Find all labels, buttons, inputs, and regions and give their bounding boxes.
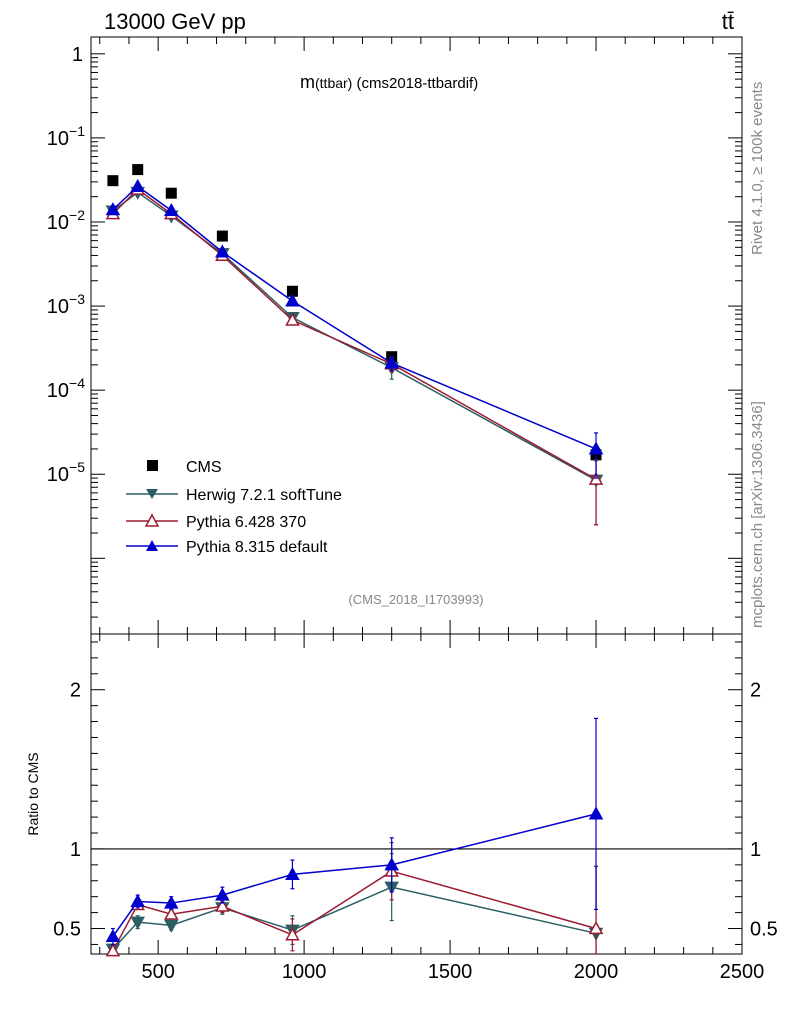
main-ytick-base: 10 bbox=[47, 296, 69, 318]
ratio-ylabel: Ratio to CMS bbox=[25, 752, 41, 835]
series-pythia8 bbox=[105, 178, 604, 479]
ratio-point-pythia6 bbox=[164, 906, 179, 920]
series-cms bbox=[107, 164, 602, 461]
point-pythia8 bbox=[384, 355, 399, 369]
title-sub: (ttbar) bbox=[315, 75, 352, 91]
point-pythia8 bbox=[285, 293, 300, 307]
legend-label-herwig: Herwig 7.2.1 softTune bbox=[186, 487, 342, 504]
point-cms bbox=[286, 285, 298, 297]
ratio-point-pythia8 bbox=[384, 857, 399, 871]
ratio-point-pythia8 bbox=[285, 866, 300, 880]
main-ytick-label: 10−2 bbox=[47, 207, 85, 234]
rivet-label: Rivet 4.1.0, ≥ 100k events bbox=[749, 82, 766, 255]
ratio-point-pythia8 bbox=[588, 806, 604, 820]
header-left: 13000 GeV pp bbox=[104, 9, 246, 34]
point-pythia8 bbox=[105, 202, 121, 216]
ratio-point-pythia6 bbox=[215, 898, 230, 912]
mcplots-label: mcplots.cern.ch [arXiv:1306.3436] bbox=[749, 401, 766, 628]
ratio-panel-frame bbox=[90, 633, 743, 955]
main-ytick-label: 10−3 bbox=[47, 291, 85, 318]
ratio-ytick-label-right: 0.5 bbox=[750, 919, 778, 941]
ratio-line-herwig bbox=[112, 886, 597, 950]
ratio-point-pythia8 bbox=[130, 893, 145, 908]
point-cms bbox=[132, 164, 144, 176]
legend-marker-pythia8 bbox=[146, 540, 158, 551]
point-cms bbox=[165, 187, 177, 199]
legend-marker-herwig bbox=[146, 489, 158, 499]
point-cms bbox=[216, 230, 228, 242]
series-herwig bbox=[105, 186, 604, 526]
legend-marker-cms bbox=[147, 460, 158, 471]
ratio-ytick-label-right: 2 bbox=[750, 680, 761, 702]
point-pythia8 bbox=[215, 244, 230, 258]
legend-marker-pythia6 bbox=[144, 513, 160, 527]
point-pythia8 bbox=[164, 202, 179, 217]
legend-label-pythia6: Pythia 6.428 370 bbox=[186, 514, 306, 531]
ratio-series-group bbox=[105, 717, 604, 957]
ratio-point-pythia8 bbox=[215, 887, 230, 901]
point-pythia6 bbox=[285, 312, 300, 326]
point-pythia8 bbox=[130, 178, 145, 192]
point-pythia6 bbox=[588, 471, 604, 485]
ratio-line-pythia8 bbox=[112, 813, 597, 937]
ratio-xtick-label: 1500 bbox=[428, 961, 473, 983]
ratio-ytick-label-right: 1 bbox=[750, 839, 761, 861]
main-title: m(ttbar) (cms2018-ttbardif) bbox=[300, 72, 478, 92]
main-series-group bbox=[105, 164, 604, 526]
line-pythia6 bbox=[112, 188, 597, 480]
ratio-xtick-label: 1000 bbox=[282, 961, 327, 983]
ratio-line-pythia6 bbox=[112, 870, 597, 952]
ratio-point-pythia6 bbox=[105, 943, 121, 957]
title-rest: (cms2018-ttbardif) bbox=[352, 75, 478, 92]
main-ytick-exp: −4 bbox=[69, 375, 85, 391]
main-ytick-exp: −3 bbox=[69, 291, 85, 307]
ratio-ytick-label-left: 2 bbox=[70, 680, 81, 702]
main-ytick-base: 10 bbox=[47, 128, 69, 150]
ratio-xtick-label: 2000 bbox=[574, 961, 619, 983]
header-right: tt̄ bbox=[722, 9, 734, 34]
ratio-point-herwig bbox=[164, 919, 179, 933]
ratio-axis-ticks: 0.5 0.51 12 2500 1000 1500 2000 2500 bbox=[53, 634, 778, 983]
main-ytick-label: 10−4 bbox=[47, 375, 85, 402]
main-ytick-base: 10 bbox=[47, 380, 69, 402]
point-pythia8 bbox=[588, 441, 604, 455]
ratio-point-herwig bbox=[130, 916, 145, 930]
main-ytick-exp: −2 bbox=[69, 207, 85, 223]
main-axis-ticks: 110−110−210−310−410−5 bbox=[47, 37, 743, 634]
main-ytick-base: 10 bbox=[47, 212, 69, 234]
ratio-series-pythia6 bbox=[105, 841, 604, 957]
point-cms bbox=[107, 175, 119, 187]
ratio-point-pythia6 bbox=[285, 927, 300, 941]
main-ytick-label: 10−1 bbox=[47, 123, 85, 150]
ratio-series-pythia8 bbox=[105, 717, 604, 946]
main-ytick-label: 10−5 bbox=[47, 459, 85, 486]
main-ytick-exp: −5 bbox=[69, 459, 85, 475]
title-main: m bbox=[300, 72, 315, 92]
watermark: (CMS_2018_I1703993) bbox=[348, 592, 483, 607]
ratio-xtick-label: 2500 bbox=[720, 961, 765, 983]
legend: CMS Herwig 7.2.1 softTune Pythia 6.428 3… bbox=[126, 459, 342, 556]
series-pythia6 bbox=[105, 181, 604, 526]
line-herwig bbox=[112, 191, 597, 481]
main-ytick-label: 1 bbox=[72, 44, 83, 66]
ratio-point-pythia8 bbox=[164, 895, 179, 909]
ratio-xtick-label: 500 bbox=[141, 961, 174, 983]
ratio-ytick-label-left: 1 bbox=[70, 839, 81, 861]
legend-label-pythia8: Pythia 8.315 default bbox=[186, 539, 328, 556]
main-ytick-exp: −1 bbox=[69, 123, 85, 139]
ratio-ytick-label-left: 0.5 bbox=[53, 919, 81, 941]
main-ytick-base: 10 bbox=[47, 464, 69, 486]
ratio-point-pythia6 bbox=[588, 920, 604, 935]
ratio-point-pythia8 bbox=[105, 928, 121, 943]
legend-label-cms: CMS bbox=[186, 459, 222, 476]
